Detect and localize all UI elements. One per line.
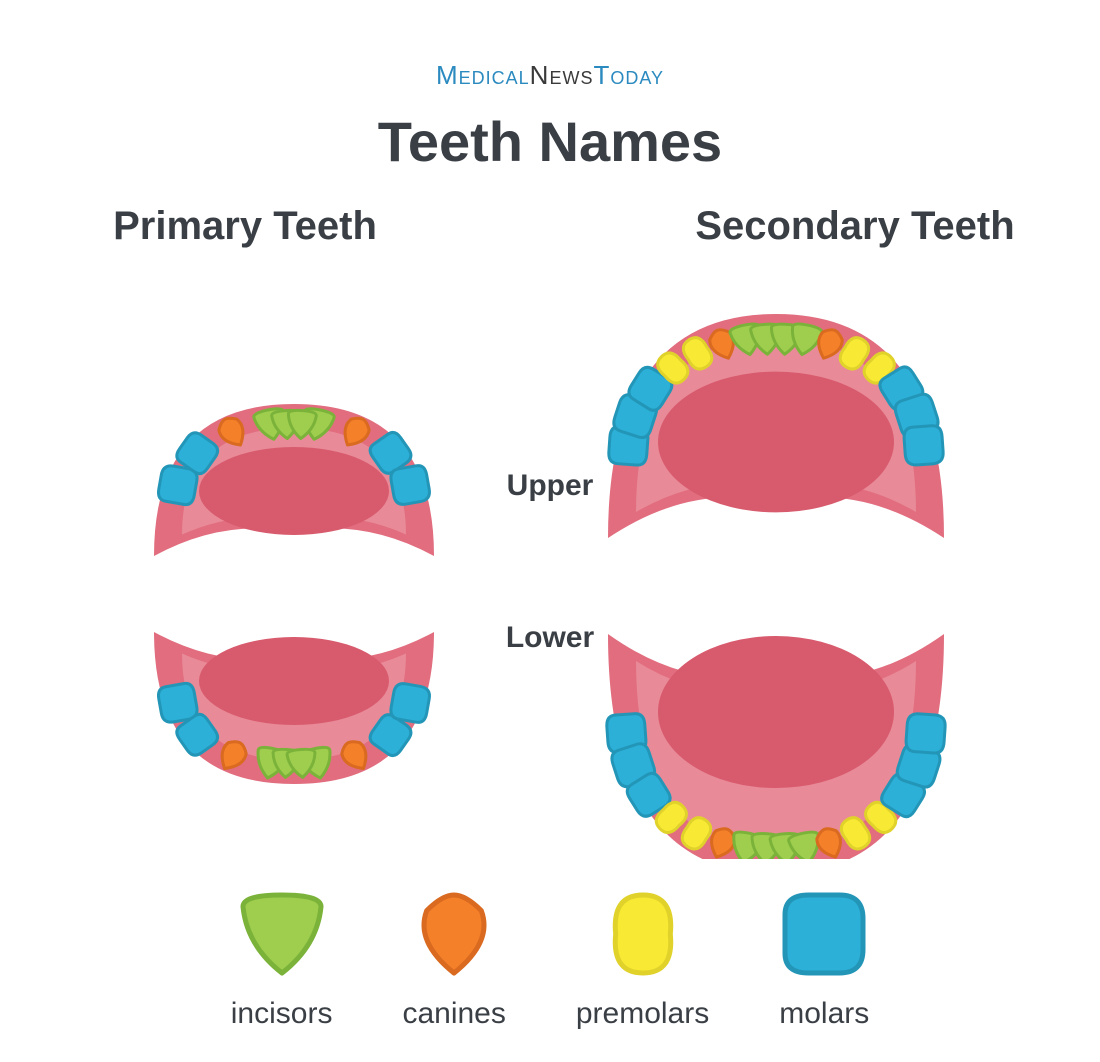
legend-item-canines: canines [402, 889, 505, 1031]
legend-item-molars: molars [779, 889, 869, 1031]
brand-part1: Medical [436, 60, 530, 90]
subtitle-primary: Primary Teeth [0, 204, 550, 249]
label-lower: Lower [506, 621, 594, 655]
tooth-molar [903, 425, 944, 466]
label-upper: Upper [507, 469, 594, 503]
legend-label-molars: molars [779, 997, 869, 1031]
subtitle-secondary: Secondary Teeth [550, 204, 1100, 249]
brand-logo: MedicalNewsToday [0, 0, 1100, 91]
legend-label-premolars: premolars [576, 997, 709, 1031]
tooth-molar [389, 464, 431, 506]
subtitles-row: Primary Teeth Secondary Teeth [0, 204, 1100, 249]
brand-part3: Today [593, 60, 664, 90]
legend-item-premolars: premolars [576, 889, 709, 1031]
page-title: Teeth Names [0, 109, 1100, 174]
legend-item-incisors: incisors [231, 889, 333, 1031]
legend: incisors canines premolars molars [0, 889, 1100, 1031]
canines-icon [409, 889, 499, 979]
brand-part2: News [530, 60, 594, 90]
tooth-molar [389, 682, 431, 724]
legend-label-canines: canines [402, 997, 505, 1031]
legend-label-incisors: incisors [231, 997, 333, 1031]
incisors-icon [237, 889, 327, 979]
diagram-area: Upper Lower [0, 269, 1100, 859]
premolars-icon [598, 889, 688, 979]
teeth-diagram-svg [0, 269, 1100, 859]
tooth-molar [905, 713, 946, 754]
molars-icon [779, 889, 869, 979]
